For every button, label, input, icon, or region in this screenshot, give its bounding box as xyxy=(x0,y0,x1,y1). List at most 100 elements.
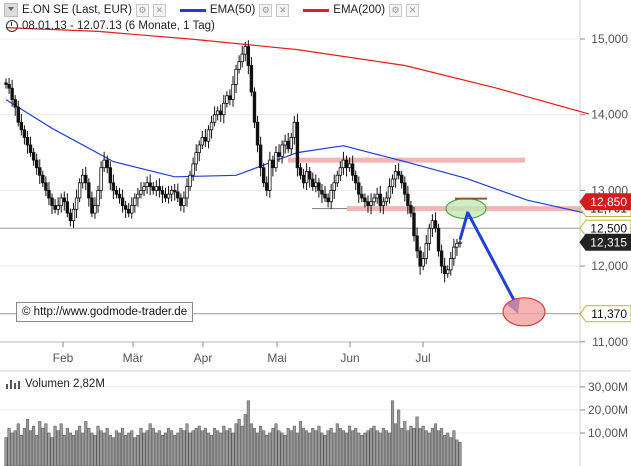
volume-bar xyxy=(338,428,342,466)
volume-bar xyxy=(363,432,367,466)
instrument-title: E.ON SE (Last, EUR) xyxy=(22,4,132,16)
candle-body xyxy=(10,87,14,100)
volume-bar xyxy=(452,430,456,466)
volume-bar xyxy=(317,425,321,466)
volume-bar xyxy=(41,428,45,466)
candle-body xyxy=(62,197,66,203)
candle-body xyxy=(139,189,143,195)
volume-bar xyxy=(127,432,131,466)
volume-bar xyxy=(173,435,177,466)
x-tick-label: Mär xyxy=(123,351,144,365)
volume-bar xyxy=(366,430,370,466)
settings-icon[interactable]: ⚙ xyxy=(135,3,149,17)
date-range: 08.01.13 - 12.07.13 (6 Monate, 1 Tag) xyxy=(6,20,215,32)
candle-body xyxy=(25,137,30,146)
close-icon[interactable]: ✕ xyxy=(152,3,166,17)
volume-label: Volumen 2,82M xyxy=(6,378,105,390)
candle-body xyxy=(34,159,39,169)
volume-bar xyxy=(47,432,51,466)
volume-bar xyxy=(225,430,229,466)
candle-body xyxy=(357,182,361,195)
volume-bar xyxy=(280,432,284,466)
volume-bar xyxy=(75,430,79,466)
volume-bar xyxy=(409,425,413,466)
candle-body xyxy=(84,174,88,184)
volume-bar xyxy=(397,409,401,466)
ema50-settings-icon[interactable]: ⚙ xyxy=(259,3,273,17)
candle-body xyxy=(274,152,278,169)
price-tag-label: 11,370 xyxy=(591,307,627,321)
candle-body xyxy=(289,137,293,150)
volume-bar xyxy=(121,428,125,466)
candle-body xyxy=(298,167,303,176)
volume-bar xyxy=(390,400,395,466)
candle-body xyxy=(166,193,171,199)
candle-body xyxy=(292,121,297,138)
candle-body xyxy=(117,193,122,199)
candle-body xyxy=(430,220,435,229)
candle-body xyxy=(261,167,266,184)
volume-bar xyxy=(10,432,14,466)
volume-bar xyxy=(262,430,266,466)
candle-body xyxy=(4,82,8,85)
volume-bar xyxy=(406,430,410,466)
candle-body xyxy=(185,186,189,199)
y-tick-label: 14,000 xyxy=(591,108,628,122)
volume-bar xyxy=(148,423,152,466)
volume-bar xyxy=(68,432,72,466)
volume-bar xyxy=(130,430,134,466)
candle-body xyxy=(222,102,226,116)
y-tick-label: 11,000 xyxy=(592,335,628,349)
candle-body xyxy=(369,201,373,206)
volume-bar xyxy=(142,432,146,466)
volume-bar xyxy=(341,430,345,466)
candle-body xyxy=(433,220,438,229)
volume-bar xyxy=(378,432,382,466)
volume-bar xyxy=(430,428,434,466)
volume-bar xyxy=(28,430,33,466)
volume-bar xyxy=(25,418,30,466)
volume-bar xyxy=(412,428,416,466)
candle-body xyxy=(96,189,100,206)
volume-bar xyxy=(332,432,336,466)
volume-bar xyxy=(394,423,398,466)
volume-bar xyxy=(372,425,376,466)
candle-body xyxy=(194,152,198,165)
volume-bar xyxy=(443,435,447,466)
price-tag xyxy=(579,233,631,251)
candle-body xyxy=(44,182,48,191)
candle-body xyxy=(50,197,54,206)
candle-body xyxy=(225,95,229,104)
volume-bar xyxy=(274,423,278,466)
x-tick-label: Apr xyxy=(194,351,213,365)
candle-body xyxy=(130,205,134,214)
candle-body xyxy=(231,84,235,100)
volume-bar xyxy=(59,423,63,466)
candle-body xyxy=(71,208,76,222)
y-tick-label: 12,000 xyxy=(591,259,628,273)
ema200-settings-icon[interactable]: ⚙ xyxy=(389,3,403,17)
volume-bar xyxy=(108,435,112,466)
volume-bar xyxy=(323,435,327,466)
volume-bar xyxy=(436,430,441,466)
candle-body xyxy=(200,137,205,146)
candle-body xyxy=(412,212,416,237)
candle-body xyxy=(280,144,284,157)
volume-bar xyxy=(179,428,183,466)
ema50-close-icon[interactable]: ✕ xyxy=(276,3,290,17)
ema200-close-icon[interactable]: ✕ xyxy=(406,3,420,17)
volume-bar xyxy=(117,432,122,466)
candle-body xyxy=(77,182,82,199)
volume-bar xyxy=(302,428,306,466)
candle-body xyxy=(191,163,195,176)
volume-bar xyxy=(283,435,287,466)
dropdown-chevron-icon[interactable] xyxy=(4,3,18,17)
candle-body xyxy=(286,140,290,150)
x-tick-label: Jun xyxy=(340,351,359,365)
candle-body xyxy=(169,189,174,195)
volume-bar xyxy=(449,437,453,466)
candle-body xyxy=(277,152,281,157)
volume-bar xyxy=(136,435,140,466)
candle-body xyxy=(65,201,70,214)
volume-bar xyxy=(203,428,207,466)
